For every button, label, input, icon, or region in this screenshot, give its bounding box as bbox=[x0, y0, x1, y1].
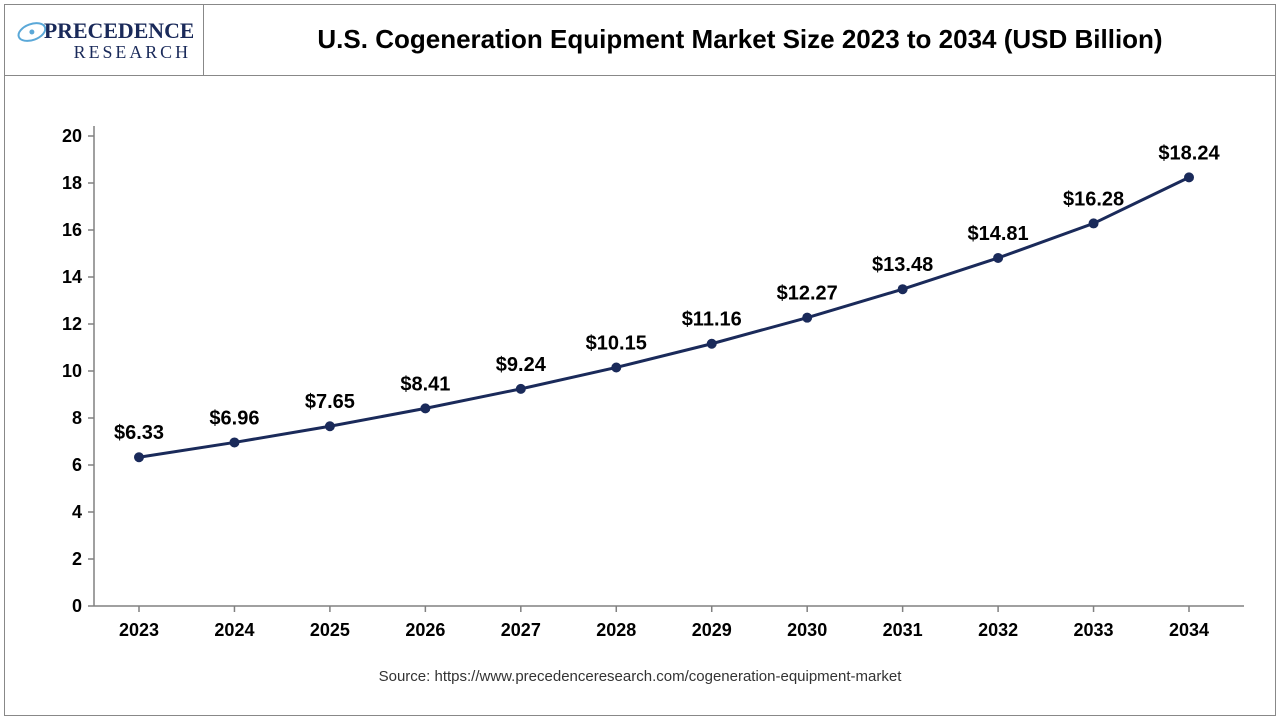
data-marker bbox=[1184, 172, 1194, 182]
data-marker bbox=[707, 339, 717, 349]
x-tick-label: 2030 bbox=[787, 620, 827, 640]
line-chart: 0 2 4 6 8 10 12 14 16 18 20 2023 2024 2025 2026 2027 202… bbox=[4, 76, 1276, 716]
x-tick-label: 2024 bbox=[214, 620, 254, 640]
data-marker bbox=[420, 403, 430, 413]
data-marker bbox=[134, 452, 144, 462]
x-tick-label: 2032 bbox=[978, 620, 1018, 640]
y-tick-label: 14 bbox=[62, 267, 82, 287]
y-tick-label: 6 bbox=[72, 455, 82, 475]
x-tick-label: 2025 bbox=[310, 620, 350, 640]
data-marker bbox=[993, 253, 1003, 263]
logo-bottom-word: RESEARCH bbox=[74, 41, 191, 61]
logo-cell: PRECEDENCE RESEARCH bbox=[4, 4, 204, 75]
y-tick-label: 4 bbox=[72, 502, 82, 522]
data-marker bbox=[516, 384, 526, 394]
data-marker bbox=[229, 437, 239, 447]
chart-title: U.S. Cogeneration Equipment Market Size … bbox=[216, 24, 1264, 55]
y-tick-label: 0 bbox=[72, 596, 82, 616]
data-label: $7.65 bbox=[305, 391, 355, 413]
data-marker bbox=[802, 313, 812, 323]
chart-area: 0 2 4 6 8 10 12 14 16 18 20 2023 2024 2025 2026 2027 202… bbox=[4, 76, 1276, 716]
x-tick-label: 2029 bbox=[692, 620, 732, 640]
x-tick-label: 2034 bbox=[1169, 620, 1209, 640]
data-marker bbox=[898, 284, 908, 294]
x-tick-label: 2026 bbox=[405, 620, 445, 640]
header-row: PRECEDENCE RESEARCH U.S. Cogeneration Eq… bbox=[4, 4, 1276, 76]
data-label: $13.48 bbox=[872, 254, 933, 276]
data-label: $14.81 bbox=[968, 223, 1029, 245]
title-cell: U.S. Cogeneration Equipment Market Size … bbox=[204, 24, 1276, 55]
series-line bbox=[139, 177, 1189, 457]
y-tick-label: 20 bbox=[62, 126, 82, 146]
y-tick-label: 12 bbox=[62, 314, 82, 334]
data-label: $9.24 bbox=[496, 354, 547, 376]
data-label: $6.33 bbox=[114, 422, 164, 444]
data-marker bbox=[1089, 218, 1099, 228]
logo-top-word: PRECEDENCE bbox=[44, 19, 193, 43]
data-label: $6.96 bbox=[209, 407, 259, 429]
data-marker bbox=[325, 421, 335, 431]
data-label: $18.24 bbox=[1158, 142, 1220, 164]
y-tick-label: 18 bbox=[62, 173, 82, 193]
x-tick-label: 2033 bbox=[1074, 620, 1114, 640]
data-label: $10.15 bbox=[586, 332, 647, 354]
data-marker bbox=[611, 362, 621, 372]
y-tick-label: 8 bbox=[72, 408, 82, 428]
y-tick-label: 10 bbox=[62, 361, 82, 381]
x-tick-label: 2023 bbox=[119, 620, 159, 640]
data-label: $12.27 bbox=[777, 283, 838, 305]
data-label: $11.16 bbox=[682, 309, 742, 331]
x-tick-label: 2027 bbox=[501, 620, 541, 640]
y-tick-label: 2 bbox=[72, 549, 82, 569]
data-label: $8.41 bbox=[400, 373, 450, 395]
precedence-logo: PRECEDENCE RESEARCH bbox=[14, 10, 193, 70]
x-tick-label: 2028 bbox=[596, 620, 636, 640]
data-label: $16.28 bbox=[1063, 188, 1124, 210]
source-text: Source: https://www.precedenceresearch.c… bbox=[379, 668, 903, 685]
x-tick-label: 2031 bbox=[883, 620, 923, 640]
y-tick-label: 16 bbox=[62, 220, 82, 240]
